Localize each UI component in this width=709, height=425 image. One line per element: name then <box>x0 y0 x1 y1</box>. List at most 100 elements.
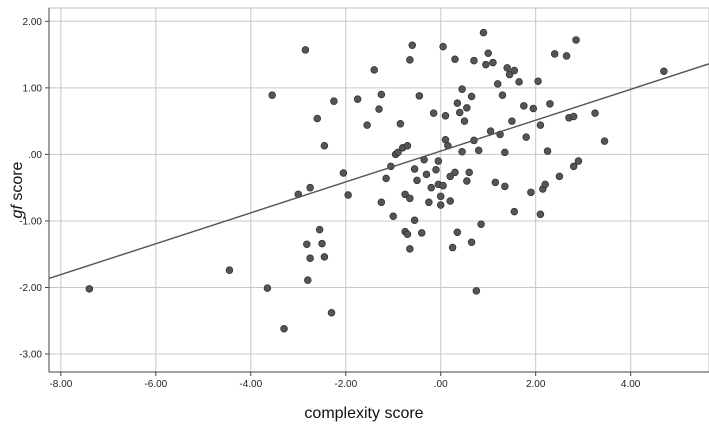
data-point <box>85 285 94 293</box>
x-tick-label: -6.00 <box>144 379 167 390</box>
data-point <box>458 85 466 93</box>
x-tick-label: 4.00 <box>621 379 641 390</box>
data-point <box>313 114 322 123</box>
data-point <box>498 91 507 99</box>
data-point <box>489 58 497 67</box>
data-point <box>339 169 348 177</box>
y-tick-label: 2.00 <box>23 17 43 28</box>
data-point <box>441 112 450 120</box>
x-tick-label: 2.00 <box>526 379 546 390</box>
y-tick-label: .00 <box>28 150 42 161</box>
data-point <box>463 104 471 112</box>
data-point <box>406 56 414 64</box>
data-point <box>574 157 583 165</box>
data-point <box>591 109 599 117</box>
x-tick-label: -2.00 <box>334 379 357 390</box>
data-point <box>484 49 492 58</box>
data-point <box>344 191 352 199</box>
data-point <box>527 188 535 197</box>
data-point <box>453 228 462 237</box>
data-point <box>280 324 288 333</box>
fit-line <box>48 63 709 280</box>
data-point <box>501 182 509 191</box>
data-point <box>403 230 412 239</box>
data-point <box>268 91 276 99</box>
data-point <box>562 52 571 60</box>
data-point <box>448 243 457 252</box>
data-point <box>422 170 431 179</box>
data-point <box>315 225 324 234</box>
data-point <box>479 28 488 37</box>
data-point <box>536 210 545 219</box>
plot-area <box>48 7 709 373</box>
data-point <box>413 176 421 185</box>
data-point <box>320 141 329 150</box>
x-axis-label: complexity score <box>304 405 423 422</box>
data-point <box>467 238 476 246</box>
data-point <box>408 41 416 50</box>
data-point <box>318 239 326 248</box>
data-point <box>541 180 549 189</box>
data-point <box>472 287 481 295</box>
data-point <box>425 198 433 207</box>
y-tick-label: 1.00 <box>23 83 43 94</box>
data-point <box>382 174 390 183</box>
grid <box>49 8 709 372</box>
data-point <box>306 254 314 262</box>
data-point <box>493 80 502 88</box>
data-point <box>465 168 473 177</box>
x-tick-label: -8.00 <box>49 379 72 390</box>
x-tick-label: .00 <box>434 379 448 390</box>
data-point <box>572 36 580 44</box>
data-point <box>463 177 471 185</box>
data-point <box>353 95 362 103</box>
y-axis-label: gf score <box>9 161 26 218</box>
data-point <box>306 183 314 192</box>
data-point <box>458 147 466 156</box>
data-point <box>503 64 511 72</box>
data-point <box>505 70 514 79</box>
data-point <box>474 146 483 155</box>
data-point <box>467 92 476 101</box>
data-point <box>377 90 386 99</box>
data-points <box>85 28 668 333</box>
data-point <box>546 100 554 108</box>
data-point <box>522 133 530 141</box>
data-point <box>660 67 668 75</box>
x-tick-label: -4.00 <box>239 379 262 390</box>
data-point <box>303 240 311 248</box>
data-point <box>439 42 447 51</box>
y-tick-label: -1.00 <box>19 216 42 227</box>
data-point <box>550 50 559 58</box>
data-point <box>453 99 462 107</box>
data-point <box>491 178 500 187</box>
data-point <box>327 309 336 317</box>
data-point <box>529 104 538 113</box>
data-point <box>263 284 272 292</box>
data-point <box>482 60 490 69</box>
data-point <box>432 165 440 174</box>
axis-ticks: -8.00 -6.00 -4.00 -2.00 .00 2.00 4.00 2.00 1.00.… <box>19 8 709 390</box>
data-point <box>377 198 386 207</box>
data-point <box>439 181 447 190</box>
data-point <box>534 77 542 85</box>
data-point <box>370 66 379 74</box>
data-point <box>436 201 445 209</box>
y-tick-label: -2.00 <box>19 283 42 294</box>
data-point <box>600 137 609 145</box>
data-point <box>510 66 519 75</box>
data-point <box>410 216 419 225</box>
data-point <box>501 148 509 157</box>
data-point <box>320 253 329 261</box>
y-tick-label: -3.00 <box>19 350 42 361</box>
data-point <box>330 97 338 105</box>
data-point <box>477 220 485 229</box>
data-point <box>401 190 409 199</box>
data-point <box>460 117 469 125</box>
data-point <box>536 121 545 129</box>
data-point <box>434 157 443 165</box>
data-point <box>470 56 478 65</box>
data-point <box>429 109 438 117</box>
data-point <box>451 168 459 177</box>
data-point <box>569 112 578 121</box>
